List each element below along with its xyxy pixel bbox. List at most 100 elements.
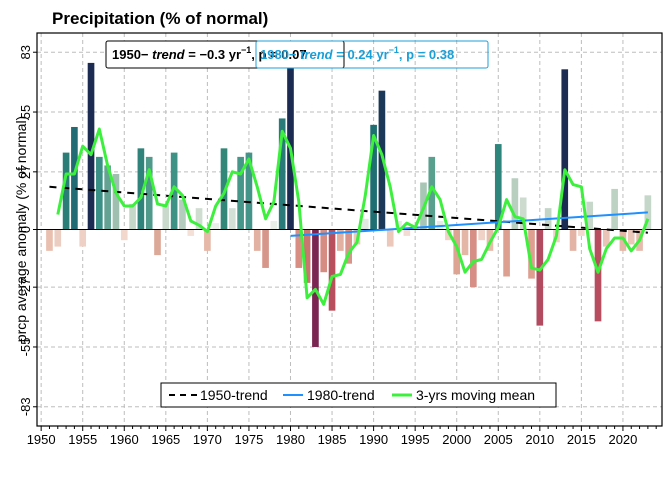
bar-1969 bbox=[195, 208, 203, 230]
x-tick-label-1990: 1990 bbox=[359, 432, 388, 447]
bar-2008 bbox=[519, 197, 527, 230]
bar-1989 bbox=[361, 218, 369, 230]
y-tick-label--55: -55 bbox=[18, 338, 33, 357]
chart-title: Precipitation (% of normal) bbox=[52, 9, 268, 28]
bar-2003 bbox=[478, 229, 485, 241]
x-tick-label-2020: 2020 bbox=[608, 432, 637, 447]
x-axis: 1950 1955 1960 1965 1970 1975 1980 1985 1990 1995… bbox=[27, 426, 657, 447]
bar-1961 bbox=[129, 203, 136, 230]
x-tick-label-1975: 1975 bbox=[234, 432, 263, 447]
bar-1964 bbox=[154, 229, 161, 256]
bar-1976 bbox=[253, 229, 261, 251]
annotation-1980-sup: −1 bbox=[389, 45, 399, 55]
bar-1987 bbox=[345, 229, 352, 264]
svg-text:1950− trend = −0.3 yr−1, p =: 1950− trend = −0.3 yr−1, p = 0.07 bbox=[112, 45, 307, 62]
bar-1975 bbox=[245, 152, 253, 230]
bar-1971 bbox=[212, 223, 220, 230]
x-tick-label-1960: 1960 bbox=[110, 432, 139, 447]
bar-1952 bbox=[54, 229, 62, 247]
bar-2001 bbox=[461, 229, 469, 256]
trend-annotation-1950: 1950− trend = −0.3 yr−1, p = 0.07 bbox=[105, 40, 345, 69]
bar-1990 bbox=[370, 124, 377, 230]
annotation-1980-trend: trend bbox=[300, 47, 334, 62]
bar-1965 bbox=[162, 203, 170, 230]
moving-mean-line bbox=[56, 127, 650, 306]
bar-1967 bbox=[179, 199, 186, 230]
bar-2017 bbox=[594, 229, 602, 322]
bar-1963 bbox=[145, 156, 153, 230]
y-tick-label-27: 27 bbox=[18, 165, 33, 179]
x-tick-label-2000: 2000 bbox=[442, 432, 471, 447]
bar-1954 bbox=[71, 126, 78, 230]
bar-2015 bbox=[578, 229, 585, 236]
annotation-1950-trend: trend bbox=[152, 47, 186, 62]
annotation-1980-p: , p = 0.38 bbox=[399, 47, 454, 62]
bar-2007 bbox=[511, 178, 519, 230]
annotation-box-1950 bbox=[105, 40, 345, 69]
annotation-1980-prefix: 1980− bbox=[260, 47, 300, 62]
bar-2010 bbox=[536, 229, 544, 326]
bar-1974 bbox=[237, 156, 244, 230]
y-tick-label-55: 55 bbox=[18, 105, 33, 119]
bar-1958 bbox=[104, 165, 111, 230]
bar-1956 bbox=[87, 62, 95, 230]
x-tick-label-1955: 1955 bbox=[68, 432, 97, 447]
bar-2018 bbox=[602, 229, 610, 247]
svg-text:1980− trend = 0.24 yr−1, p =: 1980− trend = 0.24 yr−1, p = 0.38 bbox=[260, 45, 454, 62]
bar-2009 bbox=[528, 229, 535, 279]
x-tick-label-2005: 2005 bbox=[484, 432, 513, 447]
bar-1966 bbox=[170, 152, 178, 230]
y-tick-label-0: 0 bbox=[18, 226, 33, 233]
x-tick-label-1980: 1980 bbox=[276, 432, 305, 447]
y-tick-label--27: -27 bbox=[18, 278, 33, 297]
annotation-1980-value: = 0.24 yr bbox=[333, 47, 389, 62]
bar-1981 bbox=[295, 229, 303, 268]
bar-1999 bbox=[445, 229, 452, 241]
bar-1951 bbox=[46, 229, 53, 251]
legend-label-1950-trend: 1950-trend bbox=[200, 387, 268, 403]
bar-1957 bbox=[96, 156, 103, 230]
x-tick-label-2010: 2010 bbox=[525, 432, 554, 447]
bar-1997 bbox=[428, 156, 436, 230]
annotation-1950-p: , p = 0.07 bbox=[251, 47, 306, 62]
bar-1972 bbox=[220, 148, 228, 230]
bar-1962 bbox=[137, 148, 145, 230]
x-tick-label-1965: 1965 bbox=[151, 432, 180, 447]
bar-1985 bbox=[328, 229, 336, 311]
bar-2014 bbox=[569, 229, 577, 251]
y-axis-title: prcp average anomaly (% of normal) bbox=[13, 116, 29, 342]
legend: 1950-trend 1980-trend 3-yrs moving mean bbox=[160, 382, 557, 408]
annotation-1950-value: = −0.3 yr bbox=[185, 47, 241, 62]
bar-1978 bbox=[270, 220, 278, 230]
bar-1955 bbox=[79, 229, 87, 247]
y-tick-label-83: 83 bbox=[18, 45, 33, 59]
bar-2019 bbox=[611, 188, 618, 230]
bar-1953 bbox=[62, 152, 70, 230]
trend-annotation-1980: 1980− trend = 0.24 yr−1, p = 0.38 bbox=[255, 40, 489, 69]
bar-1979 bbox=[278, 118, 286, 230]
legend-label-1980-trend: 1980-trend bbox=[307, 387, 375, 403]
bar-1973 bbox=[228, 208, 236, 230]
bar-1959 bbox=[112, 173, 120, 230]
legend-label-moving-mean: 3-yrs moving mean bbox=[416, 387, 535, 403]
bar-2006 bbox=[503, 229, 510, 277]
bar-1970 bbox=[204, 229, 211, 251]
bar-1980 bbox=[287, 54, 294, 230]
x-tick-label-1985: 1985 bbox=[318, 432, 347, 447]
bar-2005 bbox=[494, 144, 502, 230]
x-tick-label-1970: 1970 bbox=[193, 432, 222, 447]
annotation-box-1980 bbox=[255, 40, 489, 69]
bar-1984 bbox=[320, 229, 328, 273]
bar-1994 bbox=[403, 229, 411, 236]
x-tick-label-2015: 2015 bbox=[567, 432, 596, 447]
bar-1982 bbox=[303, 229, 311, 283]
trend-lines bbox=[49, 185, 648, 237]
annotation-1950-sup: −1 bbox=[241, 45, 251, 55]
bar-2021 bbox=[627, 229, 635, 245]
x-tick-label-1950: 1950 bbox=[27, 432, 56, 447]
trend-line-1980 bbox=[290, 211, 648, 237]
y-axis: -83 -55 -27 0 27 55 83 bbox=[18, 45, 37, 416]
annotation-1950-prefix: 1950− bbox=[112, 47, 152, 62]
trend-line-1950 bbox=[49, 185, 648, 234]
